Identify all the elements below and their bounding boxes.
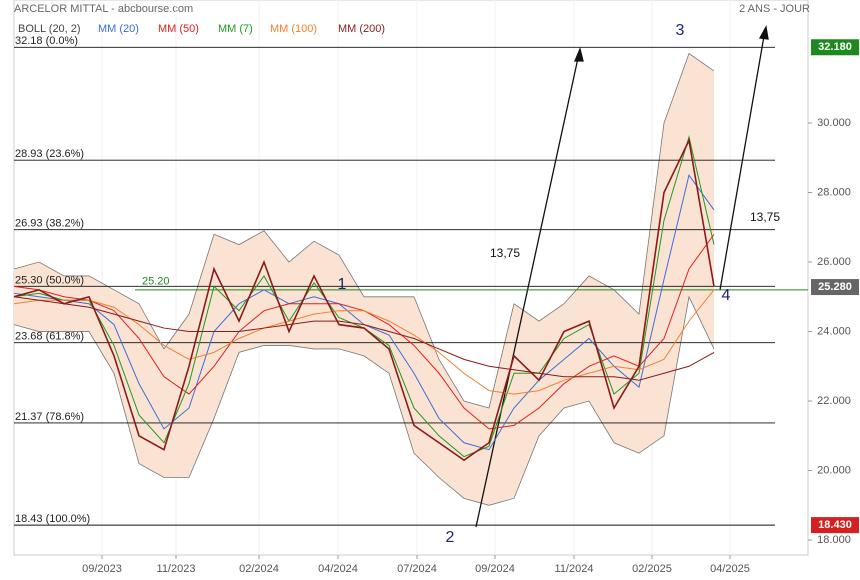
arrow — [719, 35, 765, 291]
y-tick-label: 26.000 — [817, 256, 851, 268]
legend-entry: MM (20) — [98, 23, 139, 35]
fib-label: 21.37 (78.6%) — [15, 411, 84, 423]
legend-entry: MM (200) — [338, 23, 385, 35]
annotation: 2 — [446, 529, 455, 546]
fib-label: 26.93 (38.2%) — [15, 218, 84, 230]
bollinger-upper — [13, 52, 715, 409]
x-tick-label: 09/2023 — [82, 563, 122, 575]
x-tick-label: 11/2024 — [555, 563, 594, 575]
y-tick-label: 22.000 — [817, 395, 851, 407]
x-tick-label: 02/2025 — [632, 563, 672, 575]
legend-entry: MM (50) — [158, 23, 199, 35]
legend-entry: MM (100) — [270, 23, 317, 35]
price-tag — [811, 517, 859, 534]
arrow-head — [758, 25, 769, 40]
x-tick-label: 07/2024 — [397, 563, 437, 575]
x-tick-label: 02/2024 — [239, 563, 279, 575]
x-tick-label: 04/2024 — [318, 563, 358, 575]
arrow-head — [574, 46, 584, 62]
y-tick-label: 30.000 — [817, 117, 851, 129]
legend-entry: MM (7) — [218, 23, 253, 35]
fib-label: 23.68 (61.8%) — [15, 331, 84, 343]
x-tick-label: 04/2025 — [710, 563, 750, 575]
chart-title: ARCELOR MITTAL - abcbourse.com — [14, 3, 193, 15]
annotation: 1 — [338, 276, 347, 293]
bollinger-lower — [13, 295, 715, 506]
y-tick-label: 18.000 — [817, 534, 851, 546]
moving-average — [13, 296, 715, 381]
legend-entry: BOLL (20, 2) — [18, 23, 81, 35]
x-tick-label: 11/2023 — [157, 563, 196, 575]
chart-subtitle: 2 ANS - JOUR — [739, 3, 810, 15]
annotation: 13,75 — [490, 246, 520, 260]
support-label: 25.20 — [142, 276, 170, 288]
annotation: 4 — [722, 287, 731, 304]
wave-arrows — [475, 25, 769, 528]
y-tick-label: 24.000 — [817, 325, 851, 337]
fib-label: 32.18 (0.0%) — [15, 35, 78, 47]
x-tick-label: 09/2024 — [475, 563, 515, 575]
arrow — [475, 57, 579, 528]
fib-label: 28.93 (23.6%) — [15, 148, 84, 160]
price-tag-label: 18.430 — [818, 519, 852, 531]
price-line — [13, 137, 715, 462]
annotation: 13,75 — [750, 210, 780, 224]
fib-label: 25.30 (50.0%) — [15, 274, 84, 286]
y-tick-label: 20.000 — [817, 464, 851, 476]
fib-label: 18.43 (100.0%) — [15, 513, 90, 525]
bollinger-fill — [14, 53, 714, 506]
price-tag — [811, 39, 859, 56]
price-tag-label: 25.280 — [818, 281, 852, 293]
price-tag-label: 32.180 — [818, 41, 852, 53]
annotation: 3 — [676, 22, 685, 39]
y-tick-label: 28.000 — [817, 186, 851, 198]
price-tag — [811, 279, 859, 296]
